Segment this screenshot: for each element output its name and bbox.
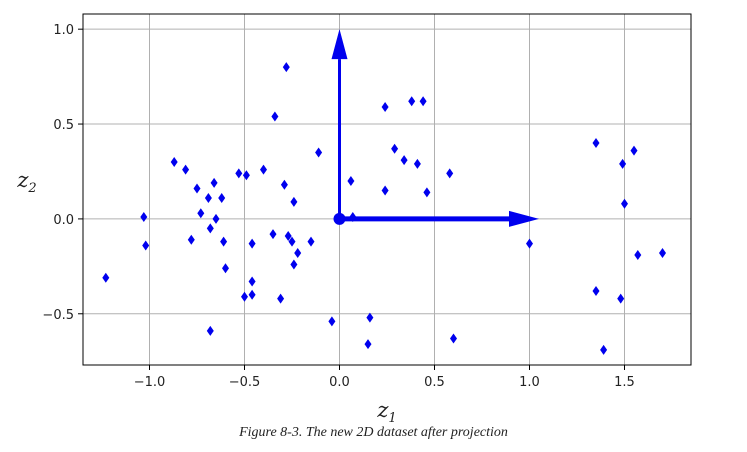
data-point: [182, 164, 190, 175]
data-point: [170, 156, 178, 167]
data-point: [140, 212, 148, 223]
data-point: [408, 96, 416, 107]
arrow-head: [331, 29, 348, 60]
arrow-layer: [331, 29, 539, 227]
data-point: [315, 147, 323, 158]
data-point: [446, 168, 454, 179]
data-point: [391, 143, 399, 154]
data-point: [621, 198, 628, 209]
data-point: [282, 62, 290, 73]
data-point: [290, 259, 298, 270]
data-point: [630, 145, 638, 156]
data-point: [290, 196, 298, 207]
figure-caption: Figure 8-3. The new 2D dataset after pro…: [239, 425, 508, 440]
data-point: [210, 177, 218, 188]
x-tick-label: 0.0: [329, 375, 350, 390]
data-point: [592, 138, 600, 149]
data-point: [220, 236, 228, 247]
x-tick-label: −1.0: [134, 375, 166, 390]
data-point: [102, 272, 110, 283]
y-direction-arrow: [331, 29, 348, 219]
data-point: [413, 158, 421, 169]
data-point: [381, 101, 389, 112]
x-tick-label: −0.5: [229, 375, 261, 390]
data-point: [347, 175, 355, 186]
data-point: [248, 289, 256, 300]
data-point: [423, 187, 431, 198]
data-point: [619, 158, 627, 169]
plot-frame: [82, 13, 692, 366]
y-tick-label: 1.0: [53, 23, 74, 38]
data-point: [248, 276, 256, 287]
data-point: [222, 263, 229, 274]
data-point: [349, 212, 357, 223]
data-point: [400, 155, 408, 166]
data-point: [204, 193, 212, 204]
x-direction-arrow: [339, 210, 539, 227]
data-point: [242, 170, 250, 181]
data-point: [659, 248, 666, 259]
x-tick-label: 1.5: [614, 375, 635, 390]
data-point: [284, 230, 292, 241]
data-point: [592, 286, 600, 297]
data-point: [419, 96, 427, 107]
tick-layer: −1.0 −0.5 0.0 0.5 1.0 1.5 −0.5 0.0 0.5 1.0: [42, 23, 634, 390]
data-point: [381, 185, 389, 196]
arrow-head: [509, 210, 539, 227]
y-tick-label: −0.5: [42, 308, 74, 323]
data-point: [280, 179, 288, 190]
x-tick-label: 1.0: [519, 375, 540, 390]
origin-point: [333, 212, 346, 225]
data-point: [328, 316, 336, 327]
data-point: [307, 236, 315, 247]
data-point: [364, 339, 372, 350]
data-point: [206, 223, 214, 234]
data-point: [617, 293, 625, 304]
data-point: [241, 291, 248, 302]
data-point: [218, 193, 226, 204]
y-axis-label: z2: [16, 168, 36, 196]
data-point: [197, 208, 205, 219]
data-point: [634, 249, 642, 260]
x-tick-label: 0.5: [424, 375, 445, 390]
data-point: [193, 183, 201, 194]
data-point: [450, 333, 457, 344]
data-point: [187, 234, 195, 245]
data-point: [294, 248, 302, 259]
y-tick-label: 0.5: [53, 118, 74, 133]
x-axis-label: z1: [376, 398, 396, 426]
data-point: [248, 238, 256, 249]
data-point: [277, 293, 285, 304]
data-point: [288, 236, 296, 247]
data-point: [271, 111, 279, 122]
data-point: [366, 312, 374, 323]
data-point: [206, 325, 214, 336]
data-point: [142, 240, 150, 251]
data-point: [526, 238, 533, 249]
y-tick-label: 0.0: [53, 213, 74, 228]
data-point: [235, 168, 243, 179]
data-point: [269, 229, 277, 240]
point-layer: [102, 62, 666, 355]
data-point: [600, 344, 608, 355]
data-point: [212, 213, 220, 224]
data-point: [260, 164, 267, 175]
